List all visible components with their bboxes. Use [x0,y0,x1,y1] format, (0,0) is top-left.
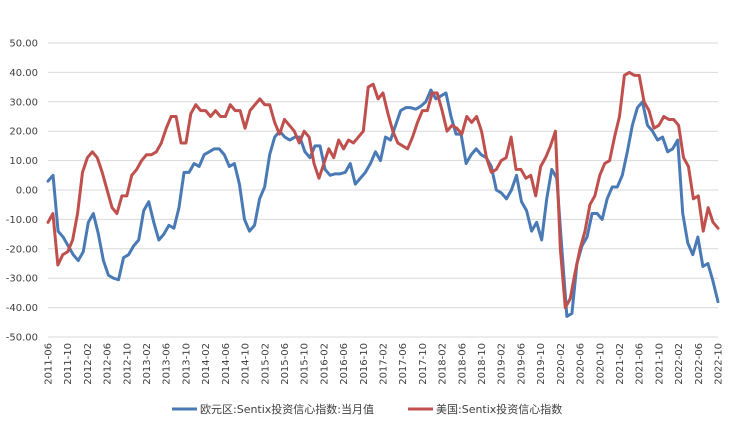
x-tick-label: 2011-06 [44,343,55,385]
x-tick-label: 2014-10 [241,343,252,385]
x-tick-label: 2016-02 [319,343,330,385]
x-tick-label: 2016-06 [339,343,350,385]
x-tick-label: 2013-06 [162,343,173,385]
x-tick-label: 2012-02 [83,343,94,385]
y-tick-label: 10.00 [9,156,38,167]
x-tick-label: 2020-10 [595,343,606,385]
x-tick-label: 2018-06 [457,343,468,385]
series-lines [46,70,720,318]
y-tick-label: -40.00 [6,303,38,314]
grid-lines [48,42,718,338]
x-tick-label: 2022-10 [714,343,725,385]
x-tick-label: 2017-06 [398,343,409,385]
y-tick-label: 20.00 [9,127,38,138]
legend-label-1: 欧元区:Sentix投资信心指数:当月值 [200,402,374,416]
x-tick-label: 2021-02 [615,343,626,385]
x-tick-label: 2016-10 [359,343,370,385]
legend-label-2: 美国:Sentix投资信心指数 [436,402,562,416]
x-tick-label: 2015-02 [260,343,271,385]
y-tick-label: 40.00 [9,68,38,79]
x-tick-label: 2019-06 [516,343,527,385]
y-tick-label: -30.00 [6,274,38,285]
x-tick-label: 2022-06 [694,343,705,385]
x-tick-label: 2019-10 [536,343,547,385]
x-tick-label: 2017-02 [379,343,390,385]
x-tick-label: 2020-02 [556,343,567,385]
x-axis-ticks: 2011-06 2011-10 2012-02 2012-06 2012-10 2013-… [44,343,725,385]
y-tick-label: -20.00 [6,244,38,255]
x-tick-label: 2021-10 [654,343,665,385]
series-line-2 [46,70,720,310]
x-tick-label: 2013-10 [181,343,192,385]
x-tick-label: 2020-06 [576,343,587,385]
x-tick-label: 2014-02 [201,343,212,385]
x-tick-label: 2018-02 [438,343,449,385]
x-tick-label: 2021-06 [635,343,646,385]
legend: 欧元区:Sentix投资信心指数:当月值 美国:Sentix投资信心指数 [172,402,562,416]
x-tick-label: 2012-06 [103,343,114,385]
y-tick-label: 0.00 [16,186,38,197]
x-tick-label: 2011-10 [63,343,74,385]
x-tick-label: 2013-02 [142,343,153,385]
y-tick-label: -10.00 [6,215,38,226]
x-tick-label: 2018-10 [477,343,488,385]
series-line-1 [46,88,720,318]
x-tick-label: 2014-06 [221,343,232,385]
x-tick-label: 2017-10 [418,343,429,385]
x-tick-label: 2012-10 [122,343,133,385]
y-tick-label: 50.00 [9,39,38,50]
x-tick-label: 2022-02 [674,343,685,385]
y-axis-ticks: 50.00 40.00 30.00 20.00 10.00 0.00 -10.00 -20.0… [6,39,38,344]
x-tick-label: 2015-06 [280,343,291,385]
x-tick-label: 2019-02 [497,343,508,385]
y-tick-label: 30.00 [9,97,38,108]
x-tick-label: 2015-10 [300,343,311,385]
y-tick-label: -50.00 [6,333,38,344]
